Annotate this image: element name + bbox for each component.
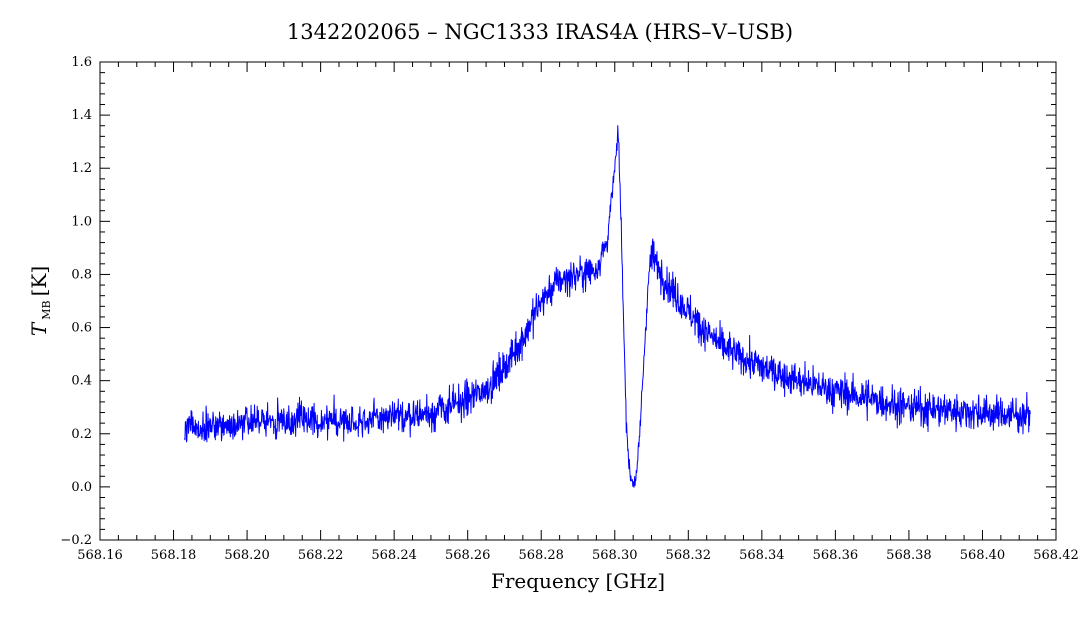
x-tick-label: 568.20 [224,548,270,563]
y-tick-label: 1.4 [71,108,92,123]
x-tick-label: 568.36 [813,548,859,563]
x-tick-label: 568.18 [151,548,197,563]
x-tick-label: 568.38 [886,548,932,563]
y-tick-label: 0.8 [71,267,92,282]
y-tick-label: 0.4 [71,374,92,389]
x-tick-label: 568.30 [592,548,638,563]
y-tick-label: 0.0 [71,480,92,495]
x-tick-label: 568.34 [739,548,785,563]
x-tick-label: 568.24 [371,548,417,563]
y-tick-label: 0.2 [71,427,92,442]
y-axis-label-unit: [K] [27,266,51,297]
x-tick-label: 568.16 [77,548,123,563]
chart-title: 1342202065 – NGC1333 IRAS4A (HRS–V–USB) [287,20,793,44]
y-axis-label-text: T MB [K] [27,266,53,336]
y-tick-label: 0.6 [71,321,92,336]
y-tick-label: 1.0 [71,214,92,229]
spectrum-series-line [184,125,1031,488]
x-tick-label: 568.26 [445,548,491,563]
y-axis-label-main: T [27,321,51,336]
y-tick-label: 1.2 [71,161,92,176]
x-tick-label: 568.40 [960,548,1006,563]
x-tick-label: 568.28 [518,548,564,563]
x-ticks: 568.16 568.18 568.20 568.22 568.24 568.26 568.… [77,62,1079,563]
y-axis-label-sub: MB [40,300,53,319]
plot-frame [99,61,1057,541]
y-ticks: −0.2 0.0 0.2 0.4 0.6 0.8 1.0 1.2 1.4 1.6 [60,55,1056,548]
series-group [184,125,1031,488]
y-axis-label: T MB [K] [27,266,53,336]
x-tick-label: 568.32 [666,548,712,563]
y-tick-label: −0.2 [60,533,92,548]
x-tick-label: 568.22 [298,548,344,563]
x-axis-label: Frequency [GHz] [491,569,665,593]
x-tick-label: 568.42 [1033,548,1079,563]
plot-area: 568.16 568.18 568.20 568.22 568.24 568.26 568.… [60,55,1078,563]
y-tick-label: 1.6 [71,55,92,70]
